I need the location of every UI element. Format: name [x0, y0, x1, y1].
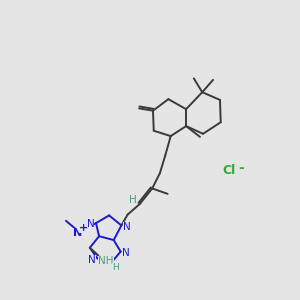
- Text: NH: NH: [98, 256, 114, 266]
- Text: Cl: Cl: [223, 164, 236, 177]
- Text: +: +: [79, 223, 88, 233]
- Text: N: N: [122, 248, 130, 258]
- Text: -: -: [239, 161, 244, 175]
- Text: N: N: [88, 255, 96, 265]
- Text: N: N: [73, 228, 82, 238]
- Text: H: H: [129, 195, 137, 205]
- Text: H: H: [112, 262, 119, 272]
- Text: N: N: [87, 219, 94, 229]
- Text: N: N: [123, 222, 131, 232]
